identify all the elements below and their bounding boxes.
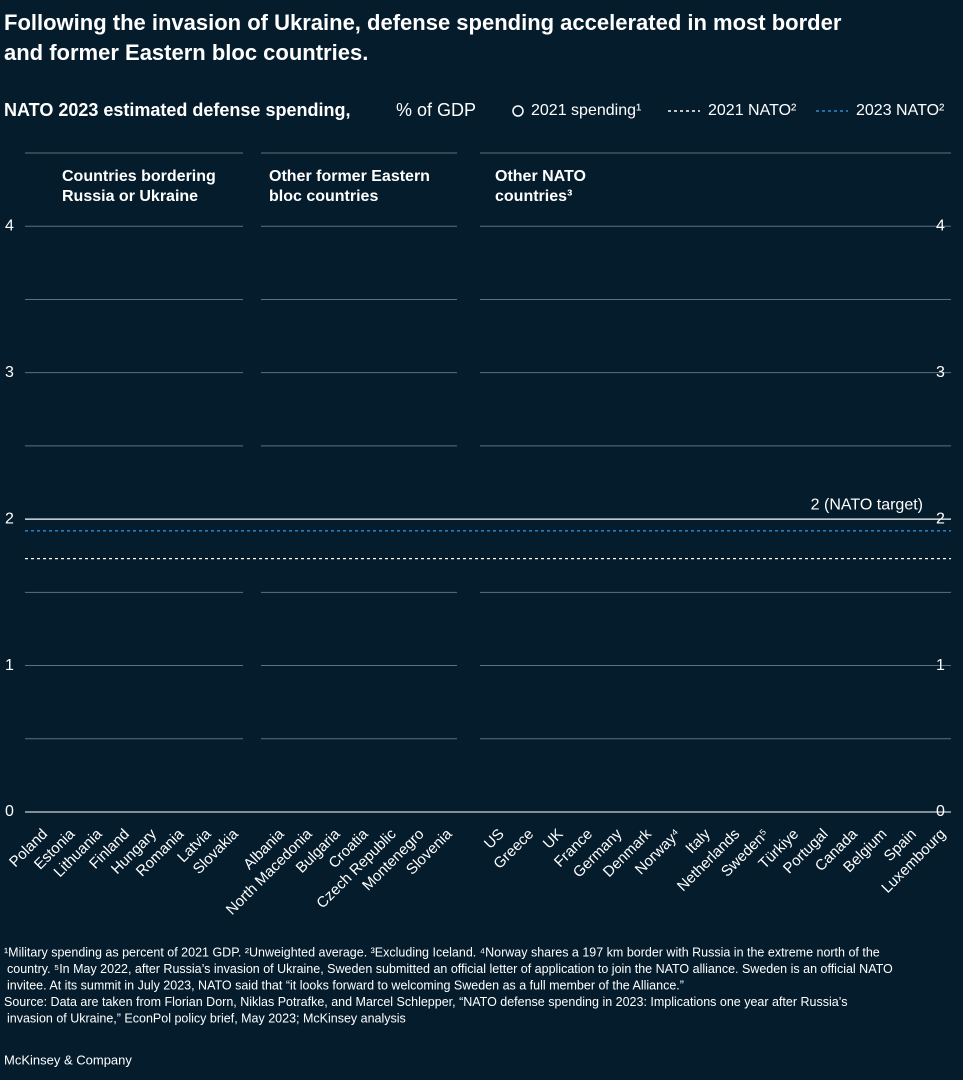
legend-label: 2021 NATO² <box>708 102 797 119</box>
legend-label: 2023 NATO² <box>856 102 945 119</box>
chart-title: Following the invasion of Ukraine, defen… <box>4 10 842 35</box>
chart-title: and former Eastern bloc countries. <box>4 40 368 65</box>
y-tick-label: 2 <box>5 510 14 527</box>
y-tick-label: 3 <box>5 364 14 381</box>
panel-title: Russia or Ukraine <box>62 188 198 205</box>
unit: % of GDP <box>396 100 476 120</box>
brand: McKinsey & Company <box>4 1052 132 1067</box>
footnote: invasion of Ukraine,” EconPol policy bri… <box>7 1011 406 1025</box>
footnote: Source: Data are taken from Florian Dorn… <box>4 995 847 1009</box>
panel-title: countries³ <box>495 188 572 205</box>
panel-title: Other NATO <box>495 168 586 185</box>
legend-label: 2021 spending¹ <box>531 102 641 119</box>
y-tick-label: 4 <box>5 217 14 234</box>
footnote: invitee. At its summit in July 2023, NAT… <box>7 978 684 992</box>
reference-label: 2 (NATO target) <box>811 496 923 513</box>
y-tick-label: 1 <box>5 657 14 674</box>
footnote: ¹Military spending as percent of 2021 GD… <box>4 945 880 959</box>
y-tick-label: 1 <box>936 657 945 674</box>
panel-title: bloc countries <box>269 188 378 205</box>
panel-title: Countries bordering <box>62 168 216 185</box>
panel-title: Other former Eastern <box>269 168 430 185</box>
y-tick-label: 4 <box>936 217 945 234</box>
footnote: country. ⁵In May 2022, after Russia’s in… <box>7 962 893 976</box>
subtitle: NATO 2023 estimated defense spending, <box>4 100 350 120</box>
legend-marker <box>512 105 524 117</box>
y-tick-label: 0 <box>5 803 14 820</box>
y-tick-label: 3 <box>936 364 945 381</box>
